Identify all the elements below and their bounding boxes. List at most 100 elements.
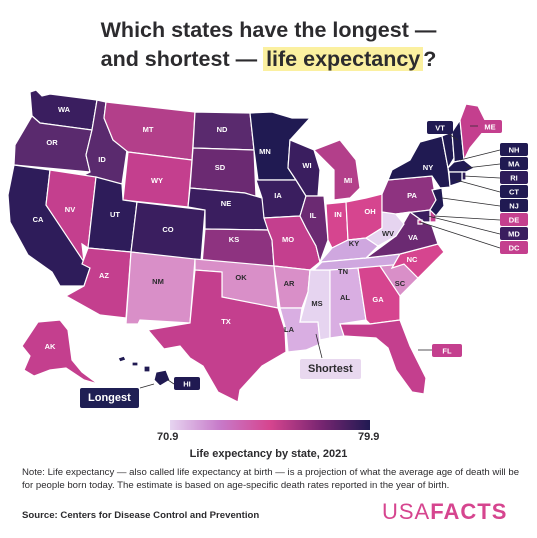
label-ny: NY [423,163,433,172]
svg-text:ME: ME [484,123,495,132]
svg-text:AK: AK [45,342,56,351]
tag-hi: HI [174,377,200,390]
label-nd: ND [217,125,228,134]
state-tx [146,269,287,403]
label-az: AZ [99,271,109,280]
label-mt: MT [143,125,154,134]
tag-nj: NJ [500,199,528,212]
svg-text:NJ: NJ [509,202,519,211]
shortest-callout: Shortest [300,359,361,379]
label-ne: NE [221,199,231,208]
state-ct [448,171,463,187]
label-mi: MI [344,176,352,185]
label-la: LA [284,325,295,334]
tag-dc: DC [500,241,528,254]
label-ga: GA [372,295,384,304]
label-va: VA [408,233,418,242]
svg-text:VT: VT [435,124,445,133]
svg-text:MD: MD [508,230,520,239]
label-tn: TN [338,267,348,276]
label-il: IL [310,211,317,220]
state-labels: WA OR CA ID NV MT WY UT CO AZ NM ND SD N… [33,105,434,334]
tag-ak: AK [45,342,56,351]
label-ia: IA [274,191,282,200]
svg-text:DE: DE [509,216,519,225]
tag-ct: CT [500,185,528,198]
source-line: Source: Centers for Disease Control and … [22,510,260,521]
label-wa: WA [58,105,71,114]
tag-md: MD [500,227,528,240]
title-line-2-post: ? [423,47,437,71]
de-connector [433,215,501,221]
hi-connector [167,379,175,385]
label-or: OR [46,138,58,147]
legend-title: Life expectancy by state, 2021 [189,448,348,460]
state-la [279,307,321,353]
state-ar [273,265,311,309]
label-ks: KS [229,235,239,244]
state-ak [21,319,99,385]
ct-connector [455,179,501,193]
label-id: ID [98,155,106,164]
nj-connector [441,197,501,207]
label-nc: NC [407,255,418,264]
svg-text:DC: DC [509,244,520,253]
label-ok: OK [235,273,247,282]
label-ca: CA [33,215,44,224]
label-nv: NV [65,205,75,214]
label-tx: TX [221,317,231,326]
legend-min-label: 70.9 [157,431,179,443]
label-oh: OH [364,207,375,216]
label-wi: WI [302,161,311,170]
state-md [395,209,431,223]
label-co: CO [162,225,173,234]
legend-color-scale [170,420,370,430]
label-wv: WV [382,229,394,238]
state-hi [117,355,171,387]
label-in: IN [334,210,342,219]
tag-me: ME [478,120,502,133]
svg-text:HI: HI [183,380,191,389]
tag-ri: RI [500,171,528,184]
title-highlight: life expectancy [263,47,424,71]
md-connector [427,215,501,235]
label-mo: MO [282,235,294,244]
svg-text:FL: FL [442,347,452,356]
label-ut: UT [110,210,120,219]
longest-callout: Longest [80,388,139,408]
tag-fl: FL [432,344,462,357]
brand-part-2: FACTS [430,499,508,524]
label-ar: AR [284,279,295,288]
ma-connector [465,163,501,169]
label-sd: SD [215,163,226,172]
dc-connector [419,221,501,249]
tag-de: DE [500,213,528,226]
tag-vt: VT [427,121,453,134]
label-al: AL [340,293,350,302]
footnote: Note: Life expectancy — also called life… [22,467,520,491]
longest-connector [139,383,155,389]
label-sc: SC [395,279,406,288]
usafacts-logo: USAFACTS [382,499,507,525]
title-line-2-pre: and shortest — [100,47,264,71]
title-line-1: Which states have the longest — [100,18,437,42]
state-fl [339,319,427,395]
svg-text:NH: NH [509,146,520,155]
label-mn: MN [259,147,271,156]
nh-connector [459,149,501,161]
svg-text:RI: RI [510,174,518,183]
state-il [299,195,329,265]
legend-max-label: 79.9 [358,431,380,443]
brand-part-1: USA [382,499,431,524]
label-ms: MS [311,299,322,308]
page-title: Which states have the longest — and shor… [0,16,537,74]
svg-text:CT: CT [509,188,519,197]
label-pa: PA [407,191,417,200]
state-tags: VT ME NH MA RI CT NJ DE MD DC FL AK HI [45,120,528,390]
label-ky: KY [349,239,359,248]
ri-connector [463,175,501,179]
state-mi [312,139,361,201]
title-line-2: and shortest — life expectancy? [0,45,537,74]
tag-ma: MA [500,157,528,170]
state-nm [125,251,196,325]
